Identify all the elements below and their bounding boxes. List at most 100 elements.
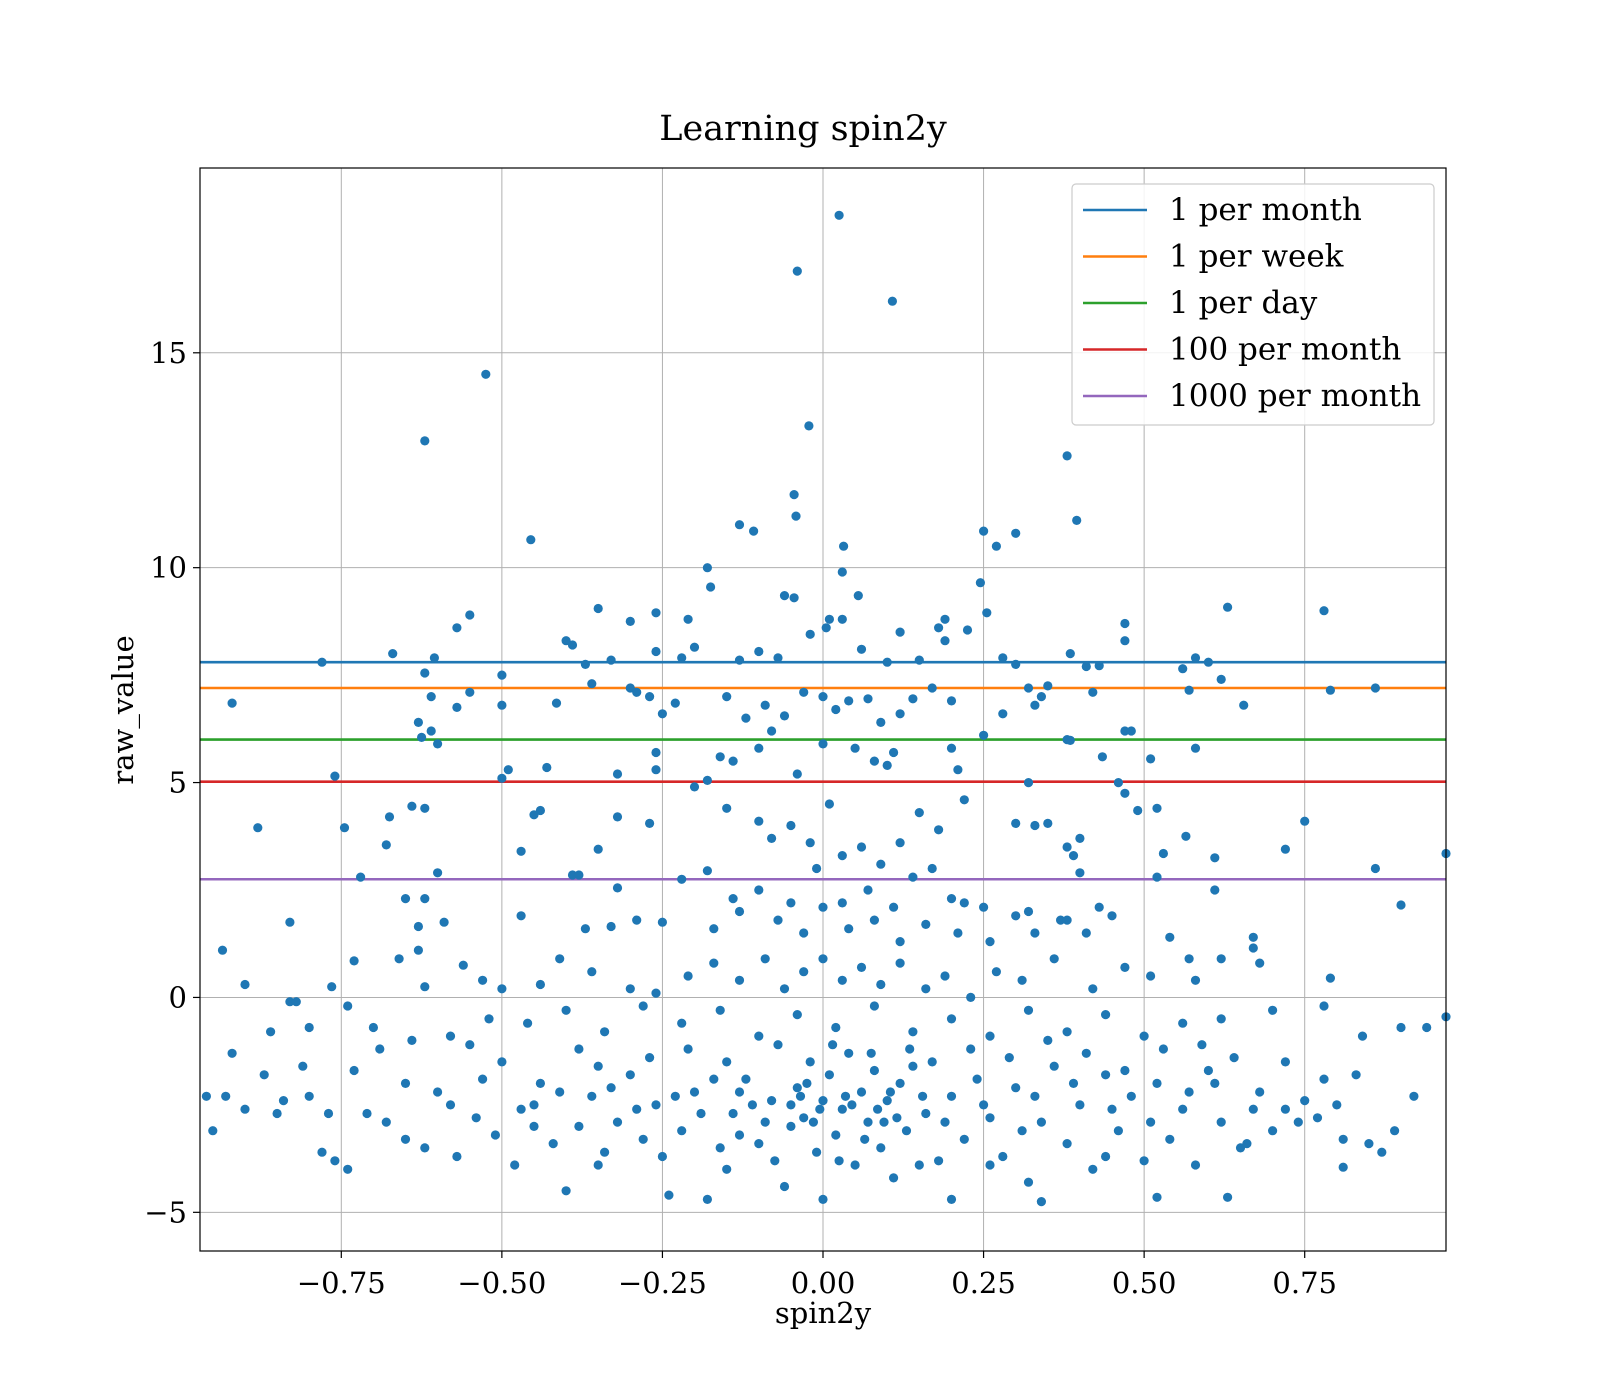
scatter-point	[497, 984, 507, 994]
scatter-point	[839, 541, 849, 551]
scatter-point	[1216, 1117, 1226, 1127]
scatter-point	[1223, 1192, 1233, 1202]
scatter-point	[1120, 962, 1130, 973]
scatter-point	[946, 1091, 957, 1101]
scatter-point	[1184, 954, 1194, 964]
scatter-point	[722, 803, 732, 813]
scatter-point	[734, 906, 745, 917]
scatter-point	[1023, 778, 1034, 788]
scatter-point	[580, 924, 591, 934]
scatter-point	[860, 1134, 870, 1144]
scatter-point	[1377, 1147, 1387, 1157]
scatter-point	[1152, 803, 1162, 813]
scatter-point	[940, 1117, 950, 1127]
scatter-point	[959, 898, 969, 908]
scatter-point	[818, 902, 828, 912]
scatter-point	[612, 769, 623, 779]
scatter-point	[1139, 1156, 1149, 1166]
scatter-point	[1280, 1057, 1290, 1067]
scatter-point	[792, 1083, 802, 1093]
scatter-point	[593, 603, 603, 614]
scatter-point	[853, 591, 863, 601]
scatter-point	[856, 1087, 867, 1097]
scatter-point	[921, 919, 931, 930]
scatter-point	[1197, 1040, 1207, 1050]
scatter-point	[452, 702, 462, 713]
scatter-point	[779, 711, 790, 721]
scatter-point	[1126, 726, 1136, 736]
legend-entry: 1 per day	[1169, 285, 1318, 321]
scatter-point	[946, 743, 957, 753]
scatter-point	[285, 917, 295, 927]
scatter-point	[979, 902, 989, 912]
scatter-point	[433, 1087, 443, 1097]
scatter-point	[1075, 833, 1085, 844]
scatter-point	[834, 1156, 844, 1166]
scatter-point	[1036, 1197, 1046, 1207]
scatter-point	[876, 1143, 886, 1153]
scatter-point	[1146, 971, 1156, 981]
scatter-point	[317, 1147, 327, 1157]
scatter-point	[343, 1001, 353, 1011]
scatter-point	[1300, 1096, 1310, 1106]
scatter-point	[465, 1040, 475, 1050]
scatter-point	[818, 739, 828, 749]
scatter-point	[612, 1117, 623, 1127]
scatter-point	[824, 614, 835, 624]
scatter-point	[847, 1100, 857, 1110]
scatter-point	[1101, 1070, 1111, 1080]
scatter-point	[1011, 528, 1021, 538]
scatter-point	[645, 692, 655, 702]
scatter-point	[808, 1117, 819, 1127]
scatter-point	[413, 945, 423, 955]
scatter-point	[1062, 1027, 1072, 1037]
scatter-point	[715, 1005, 725, 1015]
scatter-point	[465, 687, 475, 697]
y-tick-label: 10	[150, 551, 187, 585]
scatter-point	[651, 988, 661, 998]
legend: 1 per month 1 per week 1 per day 100 per mo…	[1071, 183, 1435, 426]
scatter-point	[792, 769, 802, 779]
scatter-point	[1075, 1100, 1085, 1110]
scatter-point	[1242, 1139, 1252, 1149]
scatter-point	[818, 1096, 828, 1106]
scatter-point	[1068, 851, 1079, 861]
scatter-point	[304, 1091, 314, 1101]
scatter-point	[327, 982, 337, 992]
scatter-point	[844, 1048, 854, 1058]
scatter-point	[702, 563, 713, 573]
scatter-point	[908, 1027, 918, 1037]
scatter-point	[696, 1108, 706, 1119]
scatter-point	[828, 1040, 838, 1050]
scatter-point	[1049, 954, 1059, 964]
scatter-point	[815, 1104, 825, 1114]
scatter-point	[1043, 818, 1053, 829]
scatter-point	[1068, 1078, 1079, 1088]
scatter-point	[1181, 831, 1191, 841]
scatter-point	[227, 1048, 237, 1058]
scatter-point	[420, 982, 430, 992]
scatter-point	[657, 709, 668, 719]
scatter-point	[715, 752, 725, 762]
scatter-point	[657, 1151, 668, 1162]
scatter-point	[1280, 1104, 1290, 1114]
scatter-point	[1239, 700, 1249, 710]
scatter-point	[1097, 752, 1107, 762]
scatter-point	[497, 1057, 507, 1067]
scatter-point	[1370, 863, 1380, 874]
scatter-point	[966, 1044, 976, 1054]
scatter-point	[625, 984, 635, 994]
scatter-point	[953, 928, 963, 938]
scatter-point	[805, 838, 815, 848]
scatter-point	[767, 726, 777, 736]
scatter-point	[741, 1074, 751, 1084]
scatter-point	[1280, 844, 1290, 854]
scatter-point	[420, 894, 430, 904]
scatter-point	[471, 1113, 481, 1123]
scatter-point	[895, 1078, 905, 1088]
scatter-point	[770, 1156, 780, 1166]
scatter-point	[529, 1100, 539, 1110]
scatter-point	[876, 717, 886, 728]
scatter-point	[433, 868, 443, 878]
